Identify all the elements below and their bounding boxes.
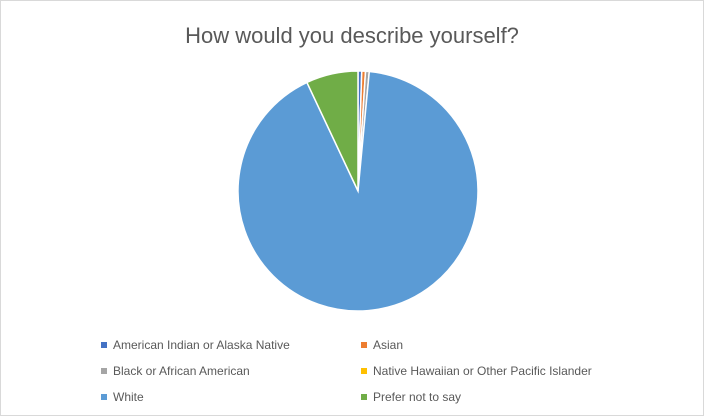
legend-label: Native Hawaiian or Other Pacific Islande… — [373, 364, 592, 378]
legend-swatch — [101, 368, 107, 374]
legend-label: Asian — [373, 338, 404, 352]
legend-item-american-indian: American Indian or Alaska Native — [101, 337, 290, 353]
legend-swatch — [361, 342, 367, 348]
legend-item-prefer-not-to-say: Prefer not to say — [361, 389, 461, 405]
legend-label: American Indian or Alaska Native — [113, 338, 290, 352]
legend-item-native-hawaiian: Native Hawaiian or Other Pacific Islande… — [361, 363, 592, 379]
legend: American Indian or Alaska Native Asian B… — [1, 337, 703, 415]
legend-swatch — [101, 394, 107, 400]
legend-item-black: Black or African American — [101, 363, 250, 379]
legend-swatch — [101, 342, 107, 348]
legend-label: White — [113, 390, 144, 404]
pie-slice-white — [237, 70, 479, 312]
legend-swatch — [361, 368, 367, 374]
pie-chart — [237, 70, 479, 312]
legend-label: Prefer not to say — [373, 390, 462, 404]
pie-slice-prefer-not-to-say — [305, 70, 359, 192]
legend-label: Black or African American — [113, 364, 250, 378]
pie-slices — [237, 70, 479, 312]
chart-title: How would you describe yourself? — [185, 23, 519, 48]
legend-swatch — [361, 394, 367, 400]
legend-item-asian: Asian — [361, 337, 403, 353]
legend-item-white: White — [101, 389, 144, 405]
